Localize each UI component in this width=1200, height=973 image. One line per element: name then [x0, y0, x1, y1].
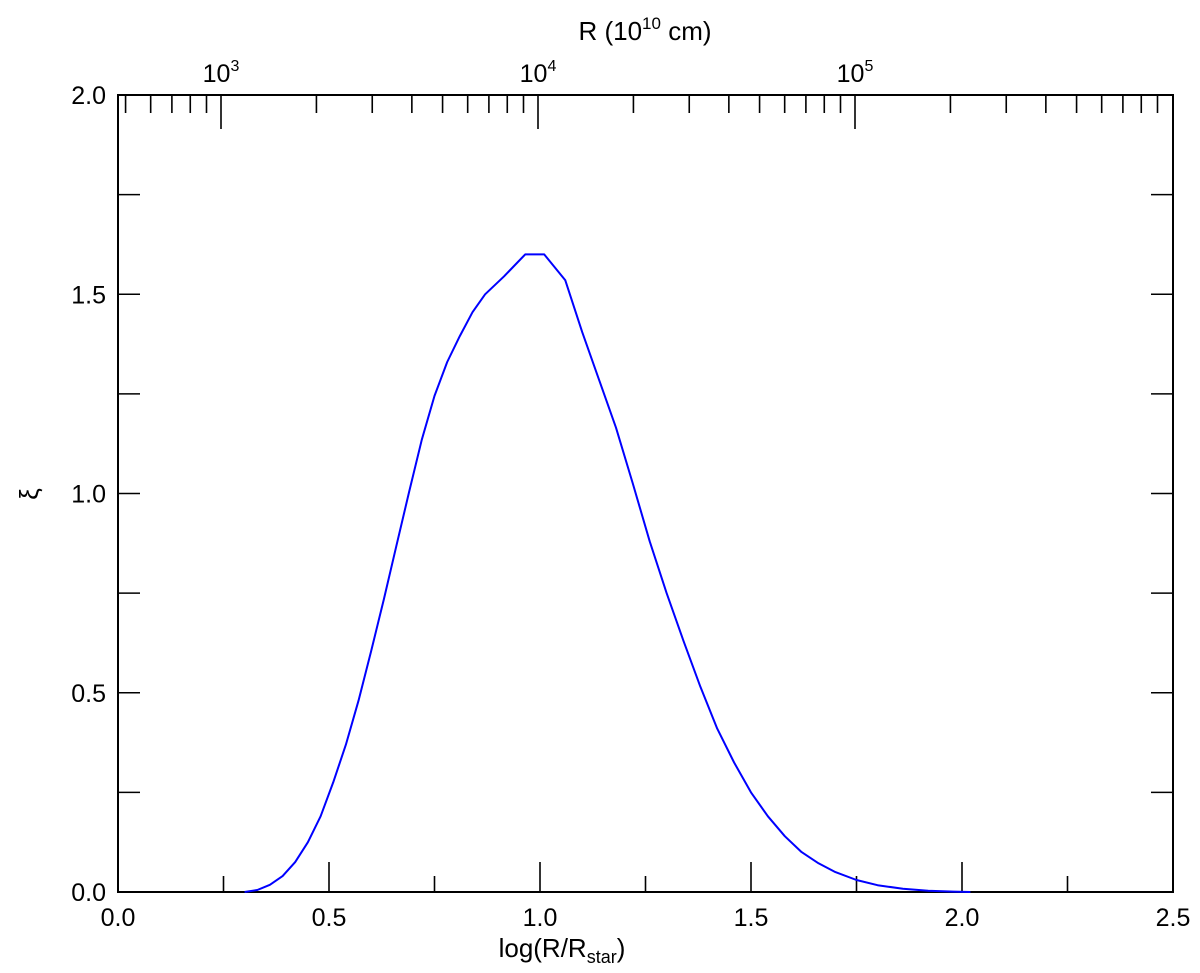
tick-labels: 0.0 0.5 1.0 1.5 2.0 2.5 0.0 0.5 1.0 1.5 2.0 103 104 1… [71, 58, 1190, 932]
y-tick-label: 0.5 [71, 680, 106, 708]
x2-tick-label: 103 [203, 58, 240, 88]
x-axis-title: log(R/Rstar) [499, 933, 626, 967]
axis-ticks [117, 94, 1174, 893]
xi-curve [244, 253, 971, 893]
x-tick-label: 1.5 [734, 904, 769, 932]
x-tick-label: 2.0 [945, 904, 980, 932]
y-tick-label: 0.0 [71, 879, 106, 907]
x2-axis-title-close: cm) [661, 16, 712, 46]
x-tick-label: 0.5 [312, 904, 347, 932]
series-layer [244, 253, 971, 893]
x2-axis-title-superscript: 10 [642, 14, 661, 33]
y-tick-label: 2.0 [71, 82, 106, 110]
y-tick-label: 1.0 [71, 481, 106, 509]
x2-axis-title-main: R (10 [578, 16, 642, 46]
x2-tick-label: 105 [837, 58, 874, 88]
plot-frame [117, 94, 1174, 893]
x2-axis-title: R (1010 cm) [578, 14, 711, 46]
x-axis-title-subscript: star [587, 947, 617, 967]
y-axis-title: ξ [14, 488, 44, 500]
x2-tick-label: 104 [520, 58, 557, 88]
x-tick-label: 0.0 [101, 904, 136, 932]
x-tick-label: 1.0 [523, 904, 558, 932]
x-axis-title-main: log(R/R [499, 933, 587, 963]
x-tick-label: 2.5 [1156, 904, 1191, 932]
y-tick-label: 1.5 [71, 281, 106, 309]
x-axis-title-close: ) [617, 933, 626, 963]
